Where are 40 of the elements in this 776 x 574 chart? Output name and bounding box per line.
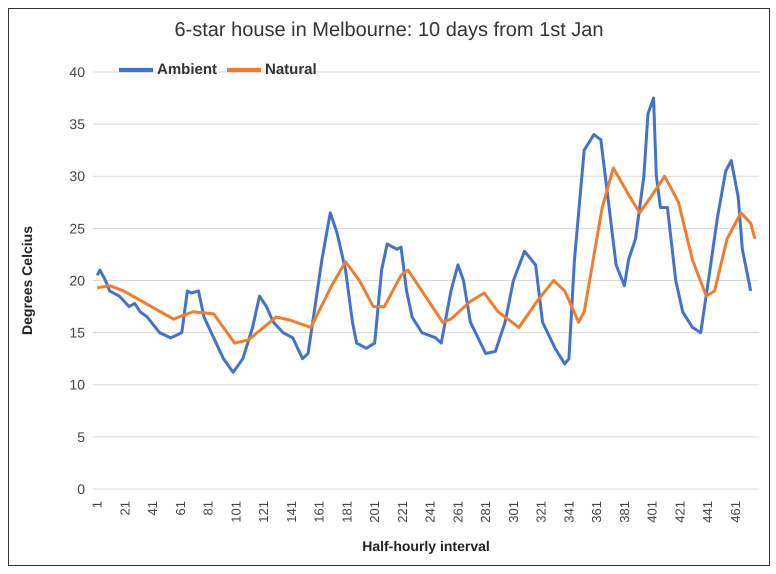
x-tick-label: 1 xyxy=(90,501,105,508)
y-tick-label: 35 xyxy=(69,116,86,132)
x-tick-label: 61 xyxy=(172,501,188,516)
y-tick-label: 5 xyxy=(77,428,86,445)
x-tick-label: 421 xyxy=(672,501,688,523)
y-tick-label: 30 xyxy=(69,168,86,184)
y-tick-label: 20 xyxy=(69,272,86,288)
y-axis-title: Degrees Celcius xyxy=(18,226,35,335)
y-tick-label: 15 xyxy=(69,324,86,341)
y-tick-label: 10 xyxy=(69,376,86,393)
y-tick-label: 40 xyxy=(69,64,86,80)
x-tick-label: 41 xyxy=(145,501,160,516)
line-series xyxy=(96,166,756,345)
x-tick-label: 261 xyxy=(450,501,466,523)
x-tick-label: 121 xyxy=(256,501,272,523)
x-tick-label: 281 xyxy=(478,501,494,523)
x-tick-label: 241 xyxy=(422,501,438,523)
y-tick-label: 25 xyxy=(69,220,86,236)
x-tick-label: 161 xyxy=(312,501,327,523)
x-tick-label: 401 xyxy=(644,501,660,523)
legend-label: Natural xyxy=(265,60,317,78)
x-tick-label: 441 xyxy=(700,501,716,523)
line-series xyxy=(96,96,752,374)
x-tick-label: 81 xyxy=(200,501,216,516)
x-tick-label: 461 xyxy=(728,501,743,523)
x-tick-label: 181 xyxy=(339,501,354,523)
x-tick-label: 201 xyxy=(367,501,382,523)
x-axis-title: Half-hourly interval xyxy=(362,538,490,554)
x-tick-label: 321 xyxy=(534,501,549,523)
x-tick-label: 221 xyxy=(394,501,410,523)
chart-title: 6-star house in Melbourne: 10 days from 1st Jan xyxy=(173,19,605,42)
x-tick-label: 361 xyxy=(589,501,604,523)
x-tick-label: 21 xyxy=(117,501,132,516)
y-tick-label: 0 xyxy=(77,480,86,497)
x-tick-label: 301 xyxy=(506,501,521,523)
legend-label: Ambient xyxy=(157,60,217,78)
x-tick-label: 101 xyxy=(228,501,244,523)
x-tick-label: 141 xyxy=(284,501,299,523)
x-tick-label: 381 xyxy=(616,501,632,523)
x-tick-label: 341 xyxy=(561,501,576,523)
